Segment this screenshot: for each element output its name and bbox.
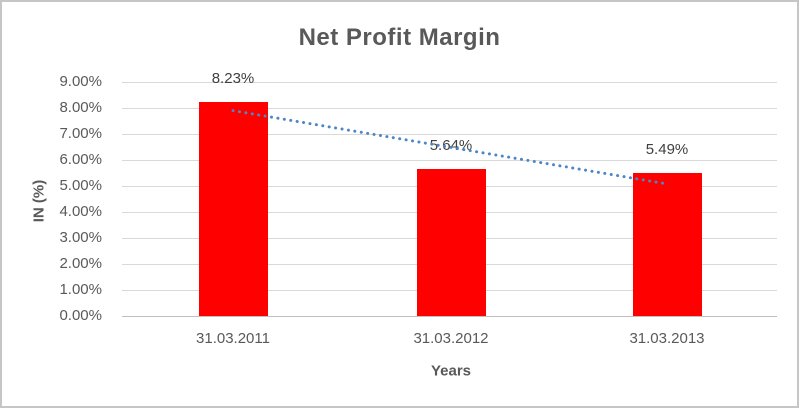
x-tick-label: 31.03.2011 bbox=[196, 330, 270, 347]
y-tick-label: 5.00% bbox=[59, 177, 102, 194]
x-tick-label: 31.03.2012 bbox=[413, 330, 489, 347]
gridline bbox=[122, 81, 777, 83]
y-tick-label: 4.00% bbox=[59, 203, 102, 220]
bar-31.03.2012 bbox=[416, 169, 486, 316]
x-axis-line bbox=[122, 315, 777, 317]
data-label: 8.23% bbox=[211, 70, 255, 88]
y-tick-label: 0.00% bbox=[59, 307, 102, 324]
chart-title: Net Profit Margin bbox=[298, 24, 501, 51]
bar-31.03.2013 bbox=[632, 173, 702, 316]
y-tick-label: 2.00% bbox=[59, 255, 102, 272]
y-tick-label: 3.00% bbox=[59, 229, 102, 246]
y-tick-label: 8.00% bbox=[59, 99, 102, 116]
x-tick-label: 31.03.2013 bbox=[629, 330, 705, 347]
bar-31.03.2011 bbox=[198, 102, 268, 316]
gridline bbox=[122, 107, 777, 109]
y-tick-label: 7.00% bbox=[59, 125, 102, 142]
data-label: 5.64% bbox=[429, 137, 473, 155]
data-label: 5.49% bbox=[645, 141, 689, 159]
x-axis-title: Years bbox=[430, 362, 472, 380]
y-tick-label: 6.00% bbox=[59, 151, 102, 168]
y-tick-label: 1.00% bbox=[59, 281, 102, 298]
y-tick-label: 9.00% bbox=[59, 73, 102, 90]
